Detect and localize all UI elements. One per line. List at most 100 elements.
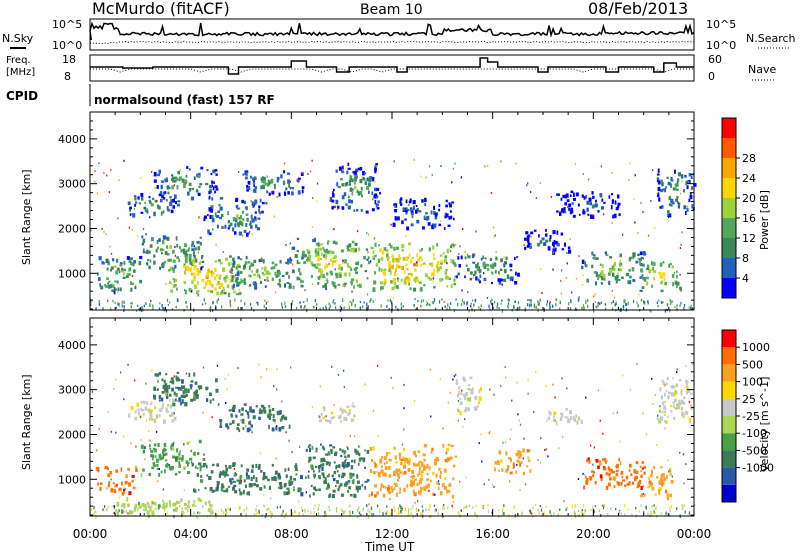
nave-tick-top: 60: [708, 53, 722, 66]
x-tick-label: 16:00: [475, 527, 510, 541]
echo-region: [656, 168, 697, 218]
sky-right-tick-top: 10^5: [706, 18, 736, 31]
noise-scatter: [91, 363, 694, 518]
velocity-y-axis: 1000 2000 3000 4000: [58, 326, 694, 516]
colorbar-tick-label: 12: [742, 232, 756, 245]
freq-line: [90, 57, 694, 75]
y-tick-label: 3000: [58, 178, 86, 191]
velocity-colorbar-label: Velocity [m s^-1]: [758, 377, 771, 472]
search-count-line: [89, 40, 695, 45]
echo-region: [153, 371, 219, 407]
colorbar-tick-label: -25: [742, 410, 760, 423]
echo-region: [545, 407, 583, 426]
echo-region: [392, 197, 455, 231]
x-tick-label: 20:00: [576, 527, 611, 541]
echo-region: [203, 197, 268, 237]
echo-region: [191, 462, 304, 497]
sky-left-tick-top: 10^5: [52, 18, 82, 31]
y-tick-label: 3000: [58, 384, 86, 397]
echo-region: [217, 403, 291, 433]
colorbar-swatch: [722, 278, 736, 298]
sky-label: N.Sky: [2, 32, 34, 45]
echo-region: [455, 376, 483, 416]
y-tick-label: 1000: [58, 267, 86, 280]
colorbar-swatch: [722, 198, 736, 218]
sky-count-line: [89, 21, 695, 41]
echo-region: [524, 228, 572, 255]
x-tick-label: 00:00: [677, 527, 712, 541]
colorbar-tick-label: -1000: [742, 462, 774, 475]
echo-region: [141, 233, 205, 271]
x-tick-label: 00:00: [73, 527, 108, 541]
echo-region: [97, 255, 143, 295]
colorbar-swatch: [722, 118, 736, 138]
noise-scatter: [90, 158, 694, 310]
nave-tick-bottom: 0: [708, 70, 715, 83]
colorbar-swatch: [722, 238, 736, 258]
echo-region: [168, 255, 243, 297]
nave-line: [90, 68, 694, 73]
echo-region: [231, 255, 293, 290]
x-tick-label: 12:00: [375, 527, 410, 541]
echo-region: [128, 398, 180, 424]
nave-label: Nave: [748, 63, 776, 76]
echo-region: [115, 497, 214, 516]
freq-tick-bottom: 8: [64, 70, 71, 83]
colorbar-swatch: [722, 330, 736, 348]
echo-region: [242, 170, 305, 197]
velocity-y-label: Slant Range [km]: [20, 374, 33, 470]
colorbar-tick-label: 24: [742, 172, 756, 185]
ground-scatter-band: [90, 298, 694, 313]
echo-region: [583, 457, 647, 490]
echo-region: [640, 466, 674, 501]
x-tick-label: 08:00: [274, 527, 309, 541]
search-label: N.Search: [746, 32, 796, 45]
echo-region: [639, 260, 682, 293]
colorbar-swatch: [722, 178, 736, 198]
echo-region: [368, 443, 458, 499]
echo-region: [329, 162, 381, 214]
velocity-panel: [90, 363, 696, 519]
sky-left-tick-bottom: 10^0: [52, 39, 82, 52]
colorbar-swatch: [722, 138, 736, 158]
colorbar-swatch: [722, 258, 736, 278]
y-tick-label: 2000: [58, 428, 86, 441]
time-axis-label: Time UT: [364, 540, 415, 554]
colorbar-tick-label: 500: [742, 358, 763, 371]
y-tick-label: 2000: [58, 222, 86, 235]
colorbar-tick-label: -100: [742, 427, 767, 440]
power-panel: [90, 158, 697, 313]
echo-region: [291, 237, 369, 291]
date-title: 08/Feb/2013: [588, 0, 688, 18]
beam-title: Beam 10: [360, 2, 423, 18]
time-axis: 00:00 04:00 08:00 12:00 16:00 20:00 00:00: [73, 112, 712, 541]
echo-region: [318, 404, 356, 424]
freq-label: Freq.: [6, 55, 31, 66]
echo-region: [556, 190, 621, 219]
colorbar-tick-label: 28: [742, 152, 756, 165]
echo-region: [494, 448, 532, 476]
colorbar-tick-label: 25: [742, 393, 756, 406]
y-tick-label: 4000: [58, 133, 86, 146]
colorbar-swatch: [722, 158, 736, 178]
velocity-colorbar: 1000 500 100 25 -25 -100 -500 -1000: [721, 329, 774, 503]
y-tick-label: 1000: [58, 473, 86, 486]
echo-region: [456, 253, 520, 285]
colorbar-tick-label: 16: [742, 212, 756, 225]
power-colorbar-label: Power [dB]: [758, 190, 771, 250]
station-title: McMurdo (fitACF): [92, 0, 230, 18]
cpid-label: CPID: [6, 89, 38, 103]
colorbar-swatch: [722, 381, 736, 399]
echo-region: [140, 439, 206, 478]
x-tick-label: 04:00: [173, 527, 208, 541]
colorbar-swatch: [722, 398, 736, 416]
y-tick-label: 4000: [58, 339, 86, 352]
colorbar-swatch: [722, 347, 736, 365]
colorbar-swatch: [722, 484, 736, 502]
sky-right-tick-bottom: 10^0: [706, 39, 736, 52]
echo-region: [656, 376, 693, 424]
cpid-mode: normalsound (fast) 157 RF: [94, 93, 275, 107]
echo-region: [95, 465, 138, 496]
echo-region: [367, 242, 458, 292]
